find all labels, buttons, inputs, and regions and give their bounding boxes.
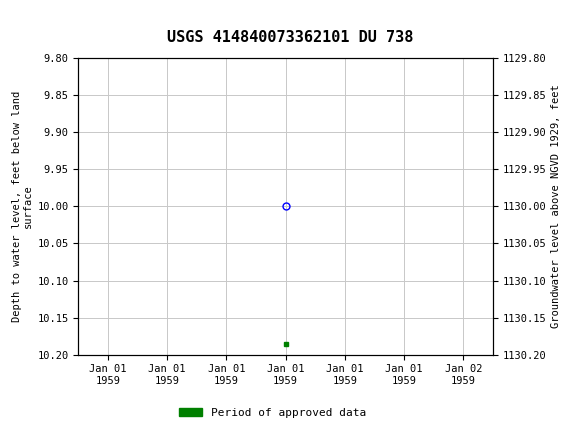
Y-axis label: Groundwater level above NGVD 1929, feet: Groundwater level above NGVD 1929, feet — [550, 85, 561, 328]
Text: USGS 414840073362101 DU 738: USGS 414840073362101 DU 738 — [167, 30, 413, 45]
Legend: Period of approved data: Period of approved data — [175, 403, 370, 422]
Text: USGS: USGS — [37, 12, 87, 32]
Y-axis label: Depth to water level, feet below land
surface: Depth to water level, feet below land su… — [12, 91, 33, 322]
